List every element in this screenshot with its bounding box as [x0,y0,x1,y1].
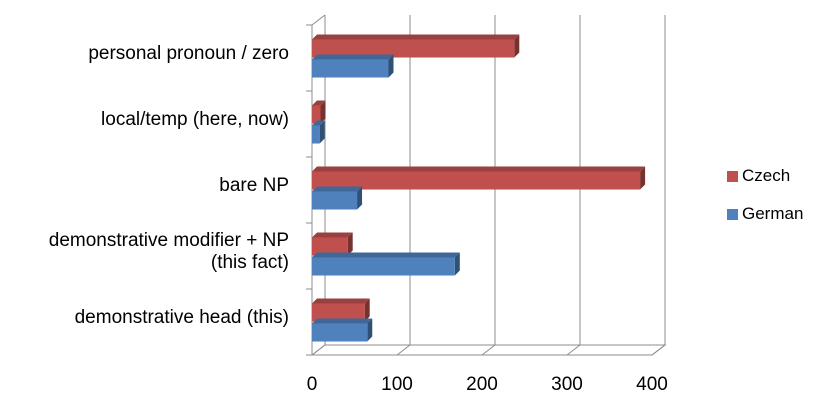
x-tick-label: 200 [466,374,498,395]
bar-german-3-top [312,120,325,126]
bar-german-0-front [312,323,368,342]
bar-german-4-front [312,59,389,78]
gridline-floor-3 [566,344,581,356]
category-label: (this fact) [211,252,289,273]
bar-german-2-top [312,186,363,192]
x-tick-label: 400 [636,374,668,395]
axes [306,24,312,356]
bar-german-1-end [454,252,460,276]
bar-czech-0 [312,298,370,322]
x-tick-label: 100 [381,374,413,395]
bar-german-0-top [312,318,373,324]
gridline-floor-1 [396,344,411,356]
bar-czech-4-top [312,34,520,40]
bar-czech-3-end [320,100,326,124]
bar-german-1-front [312,257,455,276]
bar-german-1-top [312,252,460,258]
bar-czech-2-top [312,166,646,172]
bar-german-3 [312,120,325,144]
gridline-floor-0 [311,344,326,356]
bar-german-4-end [388,54,394,78]
bar-czech-3 [312,100,326,124]
legend-swatch-czech [727,171,738,182]
legend-label-czech: Czech [742,166,790,185]
category-label: personal pronoun / zero [88,43,289,64]
bar-german-3-end [319,120,325,144]
category-label: demonstrative modifier + NP [49,230,289,251]
category-label: bare NP [219,175,289,196]
labels: 0 100 200 300 400 demonstrative head (this) de… [49,43,668,395]
category-label: local/temp (here, now) [101,109,289,130]
bar-czech-1 [312,232,353,256]
bar-german-3-front [312,125,320,144]
bar-czech-2-end [640,166,646,190]
bar-german-4-top [312,54,394,60]
bar-czech-4-front [312,39,515,58]
bar-czech-2 [312,166,646,190]
bar-german-0 [312,318,373,342]
bar-german-2-end [357,186,363,210]
bar-czech-3-top [312,100,326,106]
gridline-floor-4 [651,344,666,356]
axis-top-edge [311,14,326,26]
bar-czech-0-end [364,298,370,322]
bar-czech-4-end [514,34,520,58]
bar-czech-0-front [312,303,365,322]
bar-german-1 [312,252,460,276]
x-tick-label: 300 [551,374,583,395]
category-label: demonstrative head (this) [75,307,289,328]
bar-german-2 [312,186,363,210]
legend-swatch-german [727,209,738,220]
bar-czech-4 [312,34,520,58]
bar-czech-3-front [312,105,321,124]
gridline-floor-2 [481,344,496,356]
x-tick-label: 0 [307,374,318,395]
bar-czech-1-top [312,232,353,238]
bar-czech-2-front [312,171,641,190]
bar-german-0-end [367,318,373,342]
bars [312,34,646,342]
bar-czech-0-top [312,298,370,304]
legend-label-german: German [742,204,803,223]
bar-german-4 [312,54,394,78]
bar-czech-1-end [347,232,353,256]
bar-german-2-front [312,191,358,210]
bar-czech-1-front [312,237,348,256]
legend: Czech German [727,166,803,223]
